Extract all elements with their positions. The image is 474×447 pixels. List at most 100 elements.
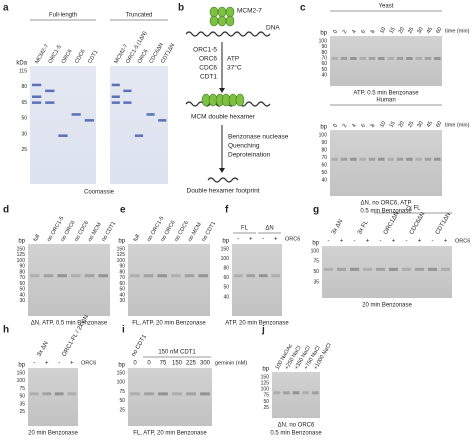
lane-label: 6 bbox=[360, 29, 367, 35]
ladder-label: 75 bbox=[313, 259, 319, 265]
band bbox=[143, 274, 154, 278]
side-label: geminin (nM) bbox=[215, 360, 247, 366]
panel-label: j bbox=[261, 325, 265, 336]
condition: 37°C bbox=[227, 64, 242, 72]
lane-label: + bbox=[366, 239, 370, 245]
ladder-label: 50 bbox=[19, 394, 25, 400]
lane-label: 225 bbox=[186, 361, 197, 367]
lane-label: 45 bbox=[426, 120, 434, 128]
band bbox=[157, 274, 167, 278]
panel-label: i bbox=[122, 325, 125, 336]
band bbox=[98, 274, 108, 278]
band bbox=[424, 157, 432, 161]
ladder-label: 80 bbox=[223, 266, 229, 272]
band bbox=[172, 392, 182, 396]
result-label: Double hexamer footprint bbox=[187, 188, 260, 195]
band bbox=[331, 57, 338, 60]
gel-title: Truncated bbox=[126, 13, 153, 19]
lane-label: 30 bbox=[416, 120, 424, 128]
band bbox=[349, 267, 360, 271]
ladder-unit: bp bbox=[262, 367, 269, 373]
side-label: time (min) bbox=[445, 122, 470, 128]
ladder-label: 75 bbox=[19, 386, 25, 392]
band bbox=[84, 119, 95, 122]
footprint-dna bbox=[207, 177, 239, 183]
band bbox=[43, 274, 54, 278]
group-label: ΔN bbox=[265, 226, 273, 232]
ladder-label: 30 bbox=[21, 131, 27, 137]
lane-label: 30 bbox=[416, 26, 424, 34]
lane-label: 150 bbox=[172, 361, 183, 367]
caption: Coomassie bbox=[84, 190, 115, 196]
gel bbox=[28, 244, 110, 316]
band bbox=[350, 157, 357, 161]
lane-label: 10 bbox=[379, 120, 387, 128]
gel-title: Human bbox=[376, 98, 395, 104]
side-label: ORC6 bbox=[81, 360, 96, 366]
band bbox=[258, 274, 268, 278]
ladder-label: 50 bbox=[119, 398, 125, 404]
lane-label: 6 bbox=[360, 123, 367, 129]
ladder-label: 50 bbox=[19, 287, 25, 293]
lane-label: 45 bbox=[426, 26, 434, 34]
lane-label: 60 bbox=[435, 120, 443, 128]
ladder-label: 125 bbox=[261, 380, 270, 386]
ladder-label: 70 bbox=[321, 155, 327, 161]
band bbox=[57, 274, 67, 278]
ladder-label: 40 bbox=[19, 292, 25, 298]
band bbox=[134, 134, 144, 137]
gel bbox=[232, 244, 282, 316]
lane-label: 4 bbox=[351, 123, 358, 129]
ladder-label: 50 bbox=[119, 287, 125, 293]
ladder-label: 60 bbox=[19, 281, 25, 287]
lane-label: 2 bbox=[342, 123, 349, 129]
ladder-label: 115 bbox=[19, 68, 27, 74]
lane-label: 25 bbox=[407, 120, 415, 128]
caption: ΔN, no ORC6 bbox=[278, 423, 315, 429]
band bbox=[246, 274, 256, 278]
lane-label: - bbox=[237, 237, 239, 243]
gel bbox=[272, 372, 320, 418]
ladder-label: 90 bbox=[321, 140, 327, 146]
step: Benzonase nuclease bbox=[228, 134, 289, 141]
ladder-label: 125 bbox=[117, 252, 126, 258]
ladder-label: 75 bbox=[119, 389, 125, 395]
band bbox=[184, 274, 195, 278]
ladder-label: 60 bbox=[321, 61, 327, 67]
lane-label: + bbox=[45, 361, 49, 367]
panel-b: b MCM2-7 DNA ORC1-5 ORC6 CDC6 CDT1 ATP 3… bbox=[178, 3, 289, 195]
step: Deproteination bbox=[228, 152, 271, 159]
lane-label: + bbox=[418, 239, 422, 245]
ladder-label: 90 bbox=[19, 264, 25, 270]
band bbox=[130, 392, 140, 396]
caption: FL, ATP, 20 min Benzonase bbox=[132, 321, 206, 327]
lane-label: 2 bbox=[342, 29, 349, 35]
ladder-label: 150 bbox=[17, 246, 26, 252]
step: Quenching bbox=[228, 143, 260, 150]
band bbox=[84, 274, 95, 278]
panel-label: f bbox=[225, 205, 229, 216]
band bbox=[414, 267, 425, 271]
ladder-label: 65 bbox=[21, 100, 27, 106]
lane-label: 15 bbox=[388, 120, 396, 128]
lane-label: + bbox=[70, 361, 74, 367]
band bbox=[387, 57, 394, 60]
ladder-label: 100 bbox=[319, 132, 328, 138]
ladder-label: 90 bbox=[321, 44, 327, 50]
ladder-label: 50 bbox=[263, 399, 269, 405]
group-label: 3x ΔN bbox=[331, 219, 344, 236]
lane-label: 8 bbox=[370, 29, 377, 35]
band bbox=[359, 157, 366, 161]
ladder-label: 100 bbox=[17, 378, 26, 384]
ladder-label: 125 bbox=[17, 252, 26, 258]
band bbox=[350, 57, 357, 60]
lane-label: no CDT1 bbox=[201, 221, 217, 243]
band bbox=[406, 57, 413, 60]
ladder-label: 80 bbox=[321, 147, 327, 153]
factor: CDC6 bbox=[199, 65, 217, 72]
band bbox=[144, 392, 154, 396]
dna-label: DNA bbox=[266, 25, 280, 32]
